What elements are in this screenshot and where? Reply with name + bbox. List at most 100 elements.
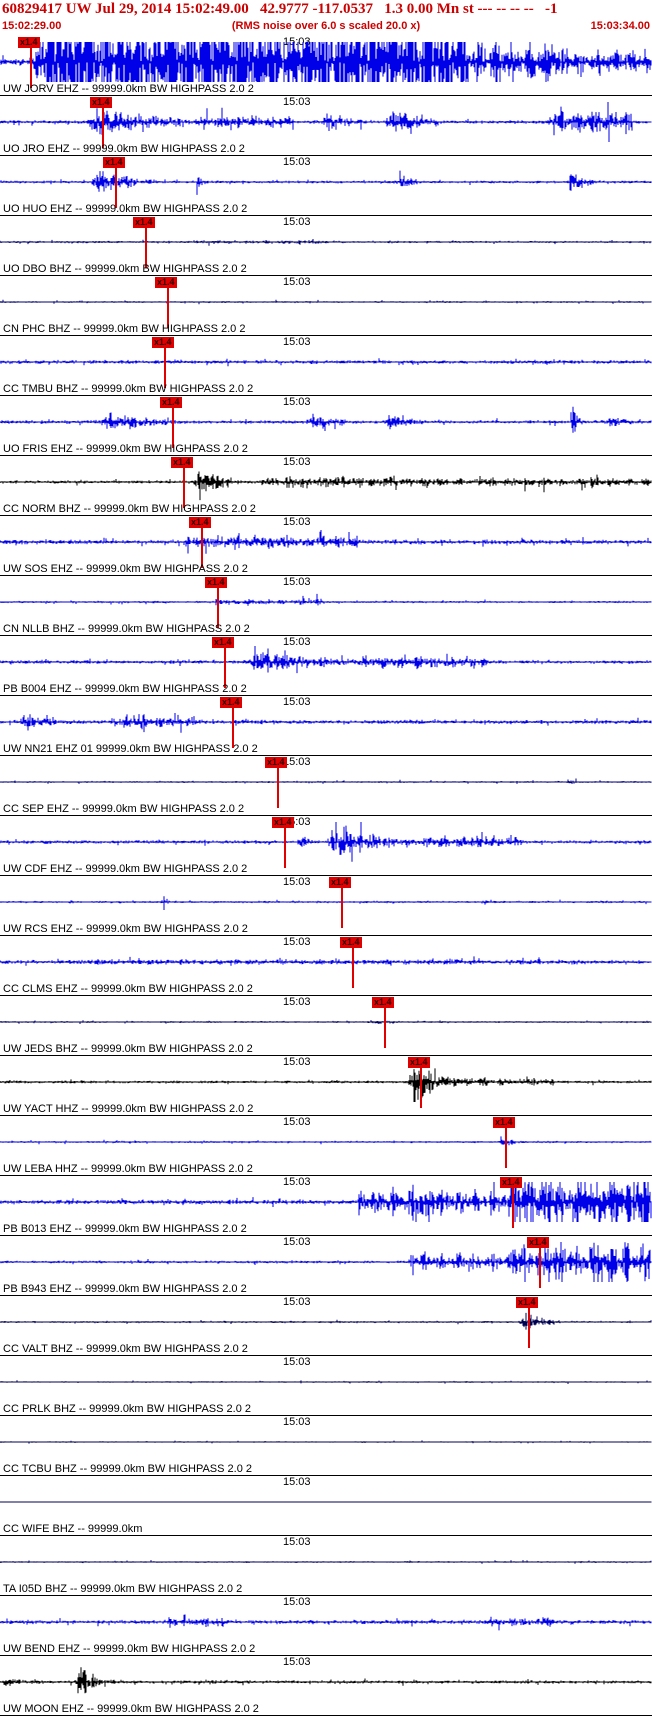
pick-flag[interactable]: x1.4 <box>265 757 287 768</box>
pick-marker-line[interactable] <box>183 468 185 508</box>
trace-row-b004[interactable]: 15:03 x1.4 PB B004 EHZ -- 99999.0km BW HIG… <box>0 636 652 696</box>
waveform-tmbu[interactable] <box>0 336 652 396</box>
waveform-wife[interactable] <box>0 1476 652 1536</box>
trace-row-valt[interactable]: 15:03 x1.4 CC VALT BHZ -- 99999.0km BW HIG… <box>0 1296 652 1356</box>
waveform-dbo[interactable] <box>0 216 652 276</box>
trace-row-sos[interactable]: 15:03 x1.4 UW SOS EHZ -- 99999.0km BW HIGH… <box>0 516 652 576</box>
waveform-prlk[interactable] <box>0 1356 652 1416</box>
pick-flag[interactable]: x1.4 <box>171 457 193 468</box>
trace-row-nllb[interactable]: 15:03 x1.4 CN NLLB BHZ -- 99999.0km BW HIG… <box>0 576 652 636</box>
trace-row-jeds[interactable]: 15:03 x1.4 UW JEDS BHZ -- 99999.0km BW HIG… <box>0 996 652 1056</box>
waveform-bend[interactable] <box>0 1596 652 1656</box>
pick-flag[interactable]: x1.4 <box>160 397 182 408</box>
pick-flag[interactable]: x1.4 <box>372 997 394 1008</box>
pick-marker-line[interactable] <box>341 888 343 928</box>
waveform-clms[interactable] <box>0 936 652 996</box>
waveform-i05d[interactable] <box>0 1536 652 1596</box>
waveform-huo[interactable] <box>0 156 652 216</box>
pick-flag[interactable]: x1.4 <box>189 517 211 528</box>
pick-marker-line[interactable] <box>232 708 234 748</box>
pick-flag[interactable]: x1.4 <box>205 577 227 588</box>
pick-marker-line[interactable] <box>284 828 286 868</box>
trace-row-b943[interactable]: 15:03 x1.4 PB B943 EHZ -- 99999.0km BW HIG… <box>0 1236 652 1296</box>
trace-row-moon[interactable]: 15:03 UW MOON EHZ -- 99999.0km BW HIGHPAS… <box>0 1656 652 1716</box>
pick-marker-line[interactable] <box>539 1248 541 1288</box>
pick-flag[interactable]: x1.4 <box>212 637 234 648</box>
waveform-tcbu[interactable] <box>0 1416 652 1476</box>
trace-row-jorv[interactable]: 15:03 x1.4 UW JORV EHZ -- 99999.0km BW HIG… <box>0 36 652 96</box>
trace-row-clms[interactable]: 15:03 x1.4 CC CLMS EHZ -- 99999.0km BW HIG… <box>0 936 652 996</box>
pick-marker-line[interactable] <box>512 1188 514 1228</box>
waveform-fris[interactable] <box>0 396 652 456</box>
trace-row-tmbu[interactable]: 15:03 x1.4 CC TMBU BHZ -- 99999.0km BW HIG… <box>0 336 652 396</box>
pick-marker-line[interactable] <box>167 288 169 328</box>
pick-flag[interactable]: x1.4 <box>90 97 112 108</box>
trace-row-rcs[interactable]: 15:03 x1.4 UW RCS EHZ -- 99999.0km BW HIGH… <box>0 876 652 936</box>
waveform-moon[interactable] <box>0 1656 652 1716</box>
waveform-jorv[interactable] <box>0 36 652 96</box>
pick-flag[interactable]: x1.4 <box>133 217 155 228</box>
pick-flag[interactable]: x1.4 <box>220 697 242 708</box>
pick-flag[interactable]: x1.4 <box>152 337 174 348</box>
waveform-leba[interactable] <box>0 1116 652 1176</box>
waveform-valt[interactable] <box>0 1296 652 1356</box>
waveform-cdf[interactable] <box>0 816 652 876</box>
trace-row-b013[interactable]: 15:03 x1.4 PB B013 EHZ -- 99999.0km BW HIG… <box>0 1176 652 1236</box>
pick-flag[interactable]: x1.4 <box>516 1297 538 1308</box>
trace-row-cdf[interactable]: 15:03 x1.4 UW CDF EHZ -- 99999.0km BW HIGH… <box>0 816 652 876</box>
trace-row-yact[interactable]: 15:03 x1.4 UW YACT HHZ -- 99999.0km BW HIG… <box>0 1056 652 1116</box>
waveform-b943[interactable] <box>0 1236 652 1296</box>
pick-marker-line[interactable] <box>224 648 226 688</box>
pick-marker-line[interactable] <box>217 588 219 628</box>
waveform-rcs[interactable] <box>0 876 652 936</box>
pick-marker-line[interactable] <box>30 48 32 88</box>
waveform-b013[interactable] <box>0 1176 652 1236</box>
pick-flag[interactable]: x1.4 <box>329 877 351 888</box>
pick-flag[interactable]: x1.4 <box>340 937 362 948</box>
pick-marker-line[interactable] <box>201 528 203 568</box>
pick-marker-line[interactable] <box>420 1068 422 1108</box>
trace-row-fris[interactable]: 15:03 x1.4 UO FRIS EHZ -- 99999.0km BW HIG… <box>0 396 652 456</box>
pick-marker-line[interactable] <box>352 948 354 988</box>
trace-row-prlk[interactable]: 15:03 CC PRLK BHZ -- 99999.0km BW HIGHPAS… <box>0 1356 652 1416</box>
waveform-nn21[interactable] <box>0 696 652 756</box>
waveform-phc[interactable] <box>0 276 652 336</box>
pick-marker-line[interactable] <box>172 408 174 448</box>
pick-flag[interactable]: x1.4 <box>527 1237 549 1248</box>
waveform-yact[interactable] <box>0 1056 652 1116</box>
trace-row-phc[interactable]: 15:03 x1.4 CN PHC BHZ -- 99999.0km BW HIGH… <box>0 276 652 336</box>
trace-row-sep[interactable]: 15:03 x1.4 CC SEP EHZ -- 99999.0km BW HIGH… <box>0 756 652 816</box>
trace-row-nn21[interactable]: 15:03 x1.4 UW NN21 EHZ 01 99999.0km BW HIG… <box>0 696 652 756</box>
pick-flag[interactable]: x1.4 <box>272 817 294 828</box>
trace-row-tcbu[interactable]: 15:03 CC TCBU BHZ -- 99999.0km BW HIGHPAS… <box>0 1416 652 1476</box>
trace-row-wife[interactable]: 15:03 CC WIFE BHZ -- 99999.0km <box>0 1476 652 1536</box>
waveform-sos[interactable] <box>0 516 652 576</box>
trace-row-huo[interactable]: 15:03 x1.4 UO HUO EHZ -- 99999.0km BW HIGH… <box>0 156 652 216</box>
trace-row-jro[interactable]: 15:03 x1.4 UO JRO EHZ -- 99999.0km BW HIGH… <box>0 96 652 156</box>
pick-flag[interactable]: x1.4 <box>493 1117 515 1128</box>
trace-row-leba[interactable]: 15:03 x1.4 UW LEBA HHZ -- 99999.0km BW HIG… <box>0 1116 652 1176</box>
pick-marker-line[interactable] <box>384 1008 386 1048</box>
pick-flag[interactable]: x1.4 <box>408 1057 430 1068</box>
pick-marker-line[interactable] <box>277 768 279 808</box>
trace-row-bend[interactable]: 15:03 UW BEND EHZ -- 99999.0km BW HIGHPAS… <box>0 1596 652 1656</box>
pick-marker-line[interactable] <box>164 348 166 388</box>
waveform-jeds[interactable] <box>0 996 652 1056</box>
pick-flag[interactable]: x1.4 <box>155 277 177 288</box>
trace-row-i05d[interactable]: 15:03 TA I05D BHZ -- 99999.0km BW HIGHPAS… <box>0 1536 652 1596</box>
pick-marker-line[interactable] <box>505 1128 507 1168</box>
trace-row-norm[interactable]: 15:03 x1.4 CC NORM BHZ -- 99999.0km BW HIG… <box>0 456 652 516</box>
pick-marker-line[interactable] <box>115 168 117 208</box>
pick-flag[interactable]: x1.4 <box>103 157 125 168</box>
pick-flag[interactable]: x1.4 <box>500 1177 522 1188</box>
minute-tick-label: 15:03 <box>283 1176 311 1188</box>
waveform-sep[interactable] <box>0 756 652 816</box>
pick-marker-line[interactable] <box>145 228 147 268</box>
waveform-jro[interactable] <box>0 96 652 156</box>
waveform-norm[interactable] <box>0 456 652 516</box>
pick-flag[interactable]: x1.4 <box>18 37 40 48</box>
waveform-b004[interactable] <box>0 636 652 696</box>
trace-row-dbo[interactable]: 15:03 x1.4 UO DBO BHZ -- 99999.0km BW HIGH… <box>0 216 652 276</box>
pick-marker-line[interactable] <box>528 1308 530 1348</box>
pick-marker-line[interactable] <box>102 108 104 148</box>
